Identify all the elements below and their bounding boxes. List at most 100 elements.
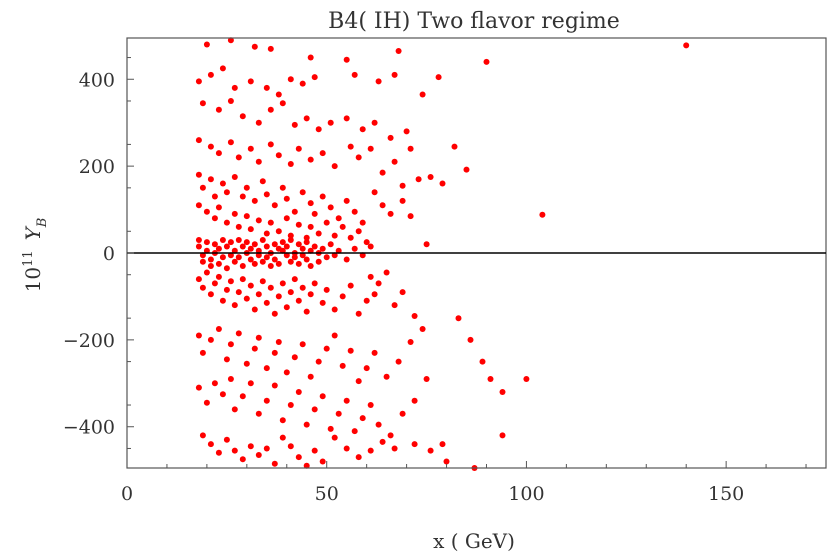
data-point xyxy=(331,306,338,313)
data-point xyxy=(371,349,378,356)
data-point xyxy=(339,223,346,230)
y-axis-label-base: 10 xyxy=(21,267,45,292)
data-point xyxy=(291,276,298,283)
data-point xyxy=(199,258,206,265)
data-point xyxy=(303,239,310,246)
x-axis-label: x ( GeV) xyxy=(433,529,515,553)
data-point xyxy=(379,202,386,209)
data-point xyxy=(427,447,434,454)
data-point xyxy=(303,256,310,263)
data-point xyxy=(251,260,258,267)
data-point xyxy=(223,243,230,250)
data-point xyxy=(683,42,690,49)
data-point xyxy=(263,397,270,404)
data-point xyxy=(387,432,394,439)
data-point xyxy=(247,245,254,252)
data-point xyxy=(347,143,354,150)
data-point xyxy=(199,349,206,356)
data-point xyxy=(387,134,394,141)
data-points xyxy=(195,37,690,471)
data-point xyxy=(307,223,314,230)
svg-text:1011YB: 1011 YB xyxy=(21,218,50,293)
data-point xyxy=(295,241,302,248)
data-point xyxy=(255,452,262,458)
data-point xyxy=(311,74,318,81)
data-point xyxy=(307,373,314,380)
data-point xyxy=(367,447,374,454)
data-point xyxy=(399,410,406,417)
data-point xyxy=(219,254,226,261)
data-point xyxy=(359,415,366,422)
data-point xyxy=(203,269,210,276)
data-point xyxy=(195,384,202,391)
data-point xyxy=(295,454,302,461)
data-point xyxy=(287,258,294,265)
data-point xyxy=(419,326,426,332)
data-point xyxy=(251,306,258,313)
data-point xyxy=(403,128,410,135)
data-point xyxy=(195,332,202,339)
data-point xyxy=(387,210,394,217)
data-point xyxy=(203,208,210,215)
data-point xyxy=(383,269,390,276)
data-point xyxy=(347,282,354,289)
data-point xyxy=(295,389,302,395)
data-point xyxy=(243,360,250,367)
data-point xyxy=(247,443,254,450)
data-point xyxy=(211,280,218,287)
data-point xyxy=(219,180,226,187)
data-point xyxy=(371,119,378,126)
data-point xyxy=(259,278,266,285)
data-point xyxy=(203,41,210,48)
data-point xyxy=(427,174,434,180)
data-point xyxy=(399,182,406,189)
data-point xyxy=(247,282,254,289)
data-point xyxy=(195,237,202,243)
data-point xyxy=(235,223,242,230)
x-tick-label: 50 xyxy=(315,483,339,505)
data-point xyxy=(279,417,286,424)
data-point xyxy=(379,169,386,176)
data-point xyxy=(343,56,350,63)
data-point xyxy=(263,365,270,372)
data-point xyxy=(267,219,274,226)
data-point xyxy=(243,184,250,191)
data-point xyxy=(235,289,242,296)
data-point xyxy=(235,254,242,261)
data-point xyxy=(255,334,262,341)
data-point xyxy=(499,389,506,395)
data-point xyxy=(267,45,274,52)
data-point xyxy=(395,358,402,365)
data-point xyxy=(295,297,302,304)
data-point xyxy=(243,295,250,302)
data-point xyxy=(323,219,330,226)
data-point xyxy=(247,145,254,152)
data-point xyxy=(239,113,246,120)
data-point xyxy=(215,106,222,113)
data-point xyxy=(355,310,362,317)
data-point xyxy=(363,239,370,246)
data-point xyxy=(287,76,294,83)
data-point xyxy=(291,121,298,128)
data-point xyxy=(311,406,318,413)
data-point xyxy=(299,341,306,348)
data-point xyxy=(255,291,262,298)
data-point xyxy=(231,210,238,217)
data-point xyxy=(407,213,414,220)
data-point xyxy=(195,276,202,283)
data-point xyxy=(347,234,354,241)
data-point xyxy=(227,37,234,44)
data-point xyxy=(327,425,334,432)
data-point xyxy=(267,263,274,269)
data-point xyxy=(423,241,430,248)
data-point xyxy=(303,421,310,428)
data-point xyxy=(227,139,234,146)
data-point xyxy=(247,256,254,263)
y-axis-label-variable: Y xyxy=(21,225,45,240)
data-point xyxy=(375,78,382,85)
data-point xyxy=(395,48,402,54)
data-point xyxy=(279,239,286,246)
data-point xyxy=(199,284,206,291)
data-point xyxy=(275,228,282,235)
